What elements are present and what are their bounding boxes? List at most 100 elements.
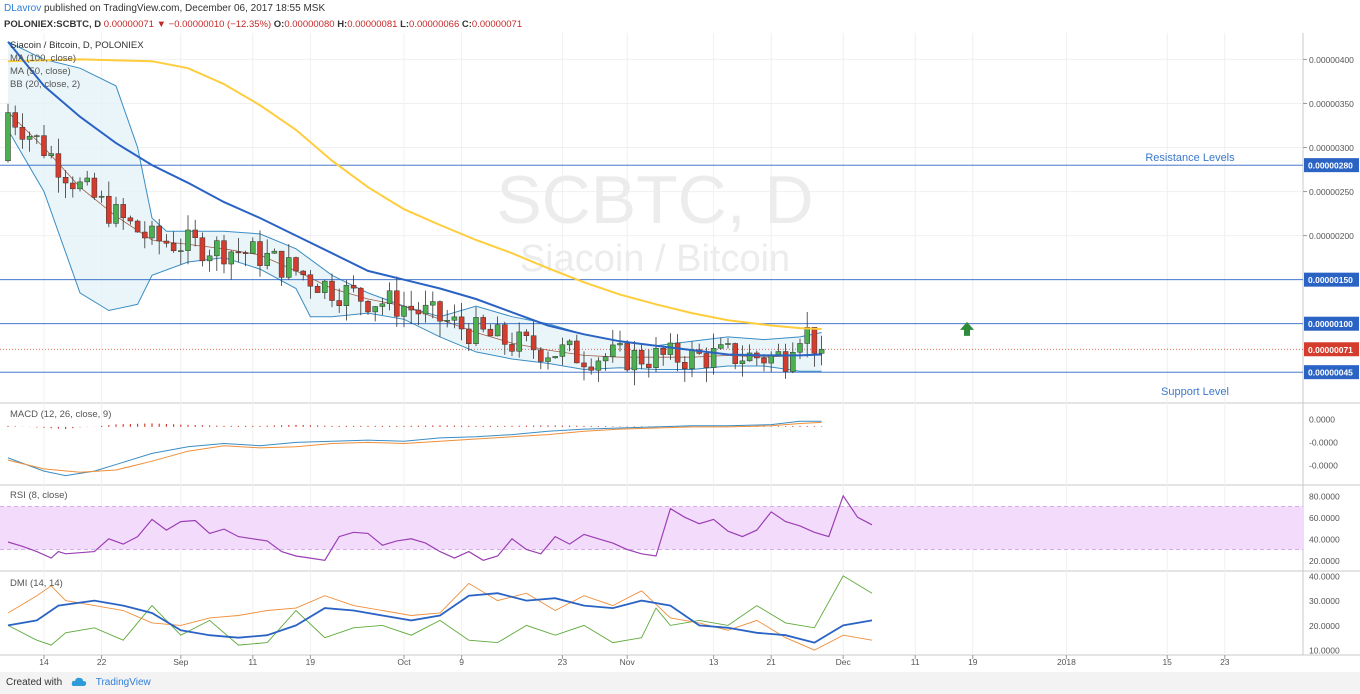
- candle-body: [34, 135, 40, 137]
- time-axis-label: 19: [968, 657, 978, 667]
- candle-body: [91, 177, 98, 198]
- candle-body: [602, 356, 609, 362]
- candle-body: [314, 285, 321, 293]
- time-axis[interactable]: 14 22 Sep 11 19 Oct 9 23 Nov 13 21 Dec 11 19 2018 15 23: [39, 655, 1230, 667]
- candle-body: [379, 303, 386, 307]
- time-axis-label: 15: [1162, 657, 1172, 667]
- level-price-tag: [1304, 316, 1359, 331]
- candle-body: [19, 126, 26, 140]
- candle-body: [703, 353, 710, 368]
- last-price: 0.00000071: [103, 19, 154, 30]
- low-label: L:: [400, 19, 410, 30]
- symbol-name: POLONIEX:SCBTC, D: [4, 19, 102, 30]
- candle-body: [127, 217, 134, 222]
- candle-body: [343, 285, 350, 306]
- price-tick-label: 0.00000400: [1309, 55, 1354, 65]
- time-axis-label: Nov: [620, 657, 636, 667]
- symbol-header: POLONIEX:SCBTC, D 0.00000071 ▼ −0.000000…: [0, 17, 1360, 33]
- candle-body: [41, 135, 47, 156]
- macd-pane-title: MACD (12, 26, close, 9): [10, 409, 111, 420]
- candle-body: [725, 343, 731, 345]
- candle-body: [451, 316, 458, 321]
- rsi-tick-label: 60.0000: [1309, 513, 1340, 523]
- time-axis-label: 13: [709, 657, 719, 667]
- candle-body: [811, 327, 818, 354]
- candle-body: [120, 204, 126, 219]
- candle-body: [530, 335, 537, 351]
- adx-line: [7, 592, 873, 644]
- dmi-pane-title: DMI (14, 14): [10, 578, 63, 589]
- candle-body: [163, 240, 170, 244]
- rsi-tick-label: 80.0000: [1309, 491, 1340, 501]
- bb-legend: BB (20, close, 2): [10, 79, 80, 90]
- bb-upper-line: [7, 41, 822, 347]
- rsi-band: [0, 506, 1303, 550]
- candle-body: [358, 287, 364, 302]
- candle-body: [566, 340, 573, 346]
- time-axis-label: 2018: [1057, 657, 1076, 667]
- candle-body: [257, 241, 263, 266]
- candle-body: [113, 204, 119, 224]
- price-tick-label: 0.00000200: [1309, 231, 1354, 241]
- price-tick-label: 0.00000300: [1309, 143, 1354, 153]
- down-arrow-icon: ▼: [156, 19, 167, 30]
- candle-body: [739, 360, 746, 364]
- candle-body: [624, 343, 630, 371]
- candle-body: [617, 343, 623, 346]
- level-price-label: 0.00000045: [1308, 368, 1353, 378]
- candle-body: [221, 240, 227, 265]
- candle-body: [55, 153, 62, 178]
- candle-body: [653, 347, 659, 368]
- price-axis[interactable]: 0.00000400 0.00000350 0.00000300 0.00000250…: [1303, 55, 1359, 656]
- candle-body: [516, 331, 522, 352]
- trading-chart[interactable]: SCBTC, D Siacoin / Bitcoin 0.000004000.0…: [0, 33, 1360, 672]
- macd-tick-label: -0.0000: [1309, 461, 1338, 471]
- candle-body: [300, 270, 306, 275]
- candle-body: [26, 135, 33, 140]
- dmi-pane[interactable]: [7, 575, 873, 651]
- watermark-name: Siacoin / Bitcoin: [520, 238, 790, 280]
- low-value: 0.00000066: [409, 19, 460, 30]
- candle-body: [178, 250, 184, 252]
- time-axis-label: Dec: [836, 657, 852, 667]
- candle-body: [350, 285, 357, 289]
- author-link[interactable]: DLavrov: [4, 3, 42, 14]
- candle-body: [494, 324, 501, 337]
- rsi-pane-title: RSI (8, close): [10, 490, 68, 501]
- last-price-tag: [1304, 342, 1359, 357]
- candle-body: [581, 362, 587, 368]
- rsi-tick-label: 40.0000: [1309, 534, 1340, 544]
- created-with-text: Created with: [6, 677, 63, 688]
- rsi-tick-label: 20.0000: [1309, 556, 1340, 566]
- candle-body: [214, 240, 220, 257]
- candle-body: [646, 363, 652, 368]
- candle-body: [98, 195, 105, 198]
- candle-body: [818, 349, 825, 354]
- candle-body: [552, 356, 558, 359]
- tradingview-link[interactable]: TradingView: [95, 677, 151, 688]
- candle-body: [170, 243, 177, 252]
- candle-body: [307, 274, 314, 287]
- candle-body: [250, 241, 256, 254]
- candle-body: [545, 357, 551, 362]
- candle-body: [746, 352, 753, 362]
- candle-body: [365, 301, 371, 313]
- bb-lower-line: [7, 129, 822, 372]
- price-pane[interactable]: [0, 41, 1303, 386]
- macd-pane[interactable]: [7, 420, 823, 477]
- candle-body: [502, 324, 508, 345]
- dmi-minus-line: [7, 582, 873, 651]
- macd-signal-line: [7, 421, 822, 473]
- candle-body: [660, 347, 666, 355]
- time-axis-label: 23: [1220, 657, 1230, 667]
- candle-body: [278, 250, 285, 278]
- bb-band-fill: [8, 41, 822, 372]
- dmi-tick-label: 20.0000: [1309, 621, 1340, 631]
- candle-body: [372, 306, 378, 313]
- time-axis-label: 23: [558, 657, 568, 667]
- candle-body: [509, 344, 515, 352]
- footer: Created with TradingView: [0, 672, 1360, 694]
- up-arrow-icon: [960, 321, 974, 336]
- dmi-plus-line: [7, 575, 873, 646]
- rsi-pane[interactable]: [0, 494, 1303, 561]
